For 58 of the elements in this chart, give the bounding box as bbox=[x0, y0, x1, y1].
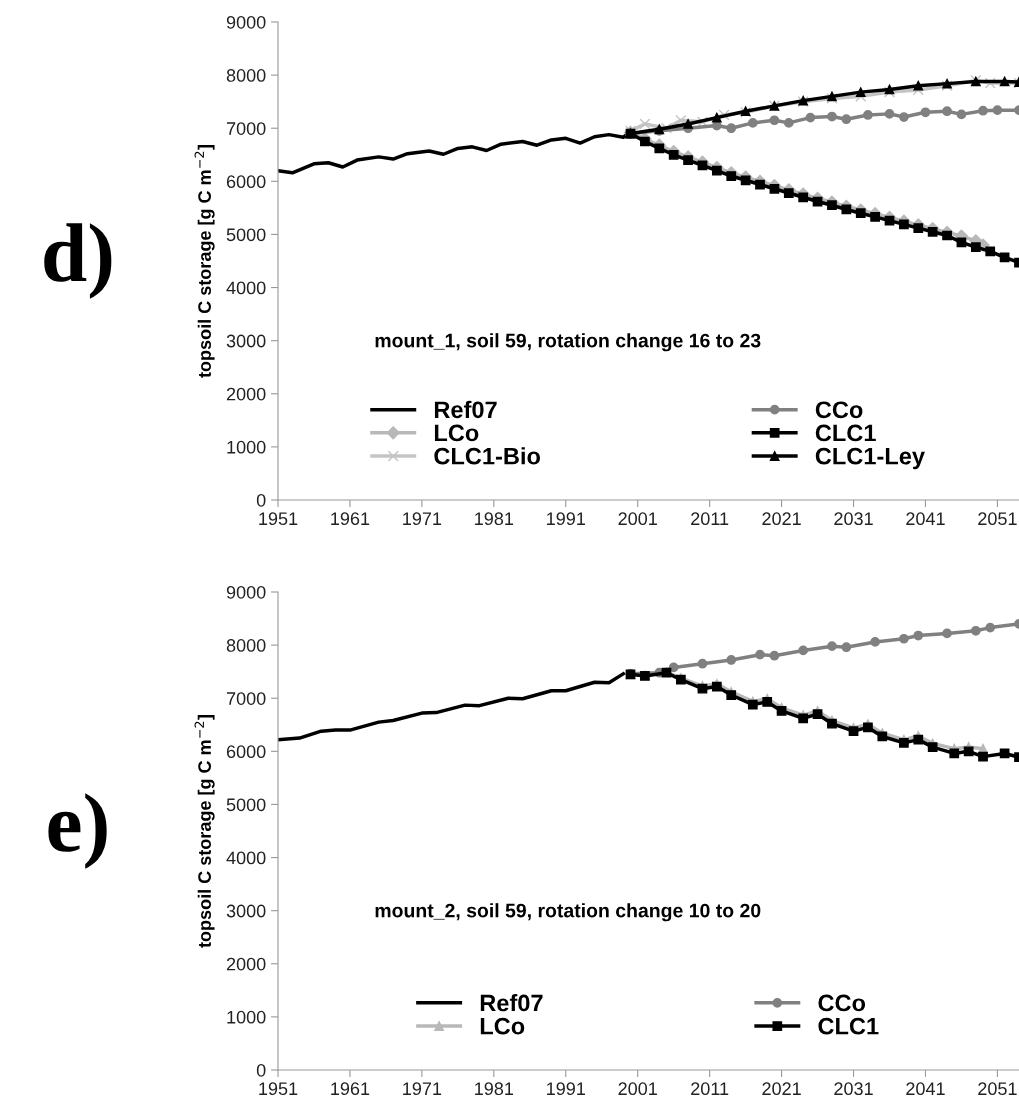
y-tick-label: 2000 bbox=[226, 387, 266, 401]
y-tick-label: 8000 bbox=[226, 69, 266, 82]
x-tick-label: 2041 bbox=[906, 1082, 945, 1096]
legend-label: Ref07 bbox=[480, 993, 543, 1012]
y-tick-label: 5000 bbox=[226, 798, 266, 812]
x-tick-label: 1971 bbox=[403, 1082, 442, 1096]
y-tick-label: 8000 bbox=[226, 639, 266, 652]
x-tick-label: 1991 bbox=[547, 512, 585, 526]
y-tick-label: 9000 bbox=[226, 585, 266, 599]
y-tick-label: 0 bbox=[256, 1063, 266, 1077]
y-tick-label: 4000 bbox=[226, 851, 266, 865]
x-tick-label: 1971 bbox=[403, 512, 442, 526]
legend-label: CLC1 bbox=[815, 424, 876, 442]
legend-label: Ref07 bbox=[434, 400, 497, 419]
x-tick-label: 1981 bbox=[475, 512, 514, 526]
y-tick-label: 4000 bbox=[226, 281, 266, 295]
x-tick-label: 1951 bbox=[259, 512, 298, 526]
text: d) bbox=[44, 223, 112, 299]
x-tick-label: 2011 bbox=[691, 1082, 729, 1096]
y-tick-label: 7000 bbox=[226, 122, 266, 135]
y-tick-label: 9000 bbox=[226, 15, 266, 29]
x-tick-label: 2031 bbox=[834, 512, 873, 526]
y-tick-label: 3000 bbox=[226, 904, 266, 918]
legend-label: LCo bbox=[480, 1017, 525, 1035]
y-tick-label: 7000 bbox=[226, 692, 266, 705]
x-tick-label: 2041 bbox=[906, 512, 945, 526]
x-tick-label: 2011 bbox=[691, 512, 729, 526]
x-tick-label: 1981 bbox=[475, 1082, 514, 1096]
x-tick-label: 2001 bbox=[618, 512, 657, 526]
x-tick-label: 1961 bbox=[331, 1082, 370, 1096]
x-tick-label: 2001 bbox=[618, 1082, 657, 1096]
legend-label: CLC1-Bio bbox=[434, 447, 541, 465]
text: e) bbox=[48, 793, 107, 869]
legend-label: LCo bbox=[434, 424, 479, 442]
legend-label: CLC1-Ley bbox=[815, 447, 925, 470]
annotation: mount_2, soil 59, rotation change 10 to 20 bbox=[375, 903, 761, 922]
legend-label: CLC1 bbox=[818, 1017, 879, 1035]
x-tick-label: 2021 bbox=[762, 1082, 801, 1096]
y-tick-label: 0 bbox=[256, 493, 266, 507]
annotation: mount_1, soil 59, rotation change 16 to 23 bbox=[375, 333, 761, 352]
y-tick-label: 6000 bbox=[226, 745, 266, 759]
y-tick-label: 2000 bbox=[226, 957, 266, 971]
y-tick-label: 5000 bbox=[226, 228, 266, 242]
legend-label: CCo bbox=[818, 994, 866, 1012]
x-tick-label: 1991 bbox=[547, 1082, 585, 1096]
y-tick-label: 6000 bbox=[226, 175, 266, 189]
x-tick-label: 1961 bbox=[331, 512, 370, 526]
y-axis-title: topsoil C storage [g C m$^{−2}$] bbox=[194, 715, 215, 948]
x-tick-label: 1951 bbox=[259, 1082, 298, 1096]
y-tick-label: 1000 bbox=[227, 440, 266, 454]
legend-label: CCo bbox=[815, 401, 863, 419]
x-tick-label: 2051 bbox=[978, 1082, 1017, 1096]
x-tick-label: 2051 bbox=[978, 512, 1017, 526]
x-tick-label: 2031 bbox=[834, 1082, 873, 1096]
y-tick-label: 1000 bbox=[227, 1010, 266, 1024]
y-axis-title: topsoil C storage [g C m$^{−2}$] bbox=[194, 145, 215, 378]
x-tick-label: 2021 bbox=[762, 512, 801, 526]
y-tick-label: 3000 bbox=[226, 334, 266, 348]
